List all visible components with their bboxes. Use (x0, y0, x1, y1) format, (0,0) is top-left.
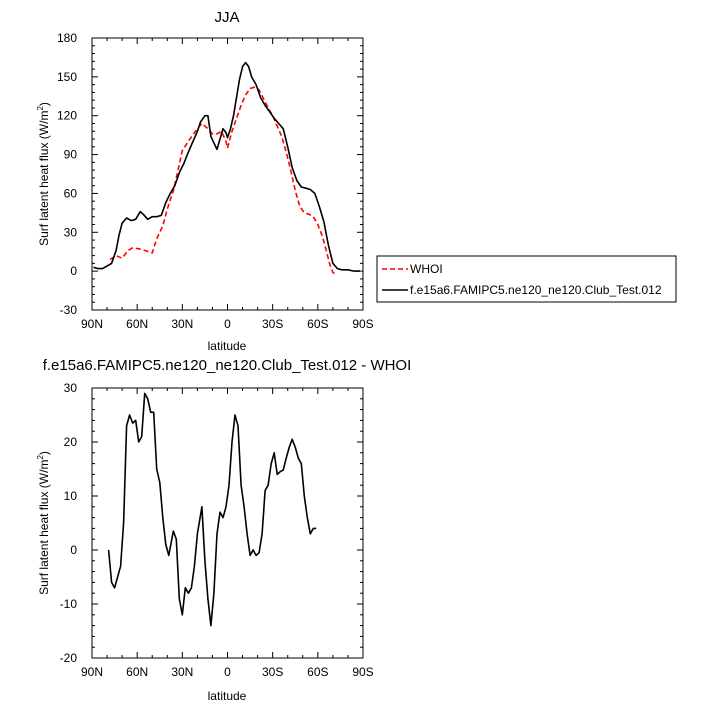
bottom-x-tick-label: 60N (126, 665, 148, 679)
top-x-tick-labels: 90N 60N 30N 0 30S 60S 90S (81, 317, 374, 331)
top-y-tick-label: 30 (64, 225, 78, 239)
bottom-series-line-1 (107, 392, 317, 627)
bottom-y-axis-label: Surf latent heat flux (W/m2) (36, 451, 51, 595)
bottom-x-tick-label: 30S (262, 665, 283, 679)
top-x-tick-label: 90S (352, 317, 373, 331)
bottom-x-tick-label: 0 (224, 665, 231, 679)
bottom-x-tick-label: 60S (307, 665, 328, 679)
top-y-tick-label: 0 (70, 264, 77, 278)
bottom-plot-frame (91, 387, 364, 659)
bottom-series-lines (107, 392, 317, 627)
top-y-tick-label: 120 (57, 109, 77, 123)
top-series-line-1 (109, 86, 335, 275)
top-x-tick-label: 90N (81, 317, 103, 331)
top-x-axis-label: latitude (208, 339, 247, 353)
top-plot-frame (91, 37, 364, 311)
bottom-y-tick-label: -20 (60, 651, 78, 665)
top-series-lines (93, 61, 360, 275)
bottom-x-tick-labels: 90N 60N 30N 0 30S 60S 90S (81, 665, 374, 679)
top-plot-area (91, 37, 364, 311)
top-y-tick-label: 180 (57, 31, 77, 45)
legend-label-whoi: WHOI (410, 262, 443, 276)
top-y-tick-labels: -30 0 30 60 90 120 150 180 (57, 31, 77, 317)
legend-label-model: f.e15a6.FAMIPC5.ne120_ne120.Club_Test.01… (410, 283, 662, 297)
bottom-y-tick-labels: -20 -10 0 10 20 30 (60, 381, 78, 665)
top-title: JJA (214, 9, 239, 26)
top-ticks (91, 37, 364, 311)
bottom-y-tick-label: 0 (70, 543, 77, 557)
top-y-axis-label: Surf latent heat flux (W/m2) (36, 102, 51, 246)
top-x-tick-label: 30N (171, 317, 193, 331)
top-series-line-2 (93, 61, 360, 272)
top-x-tick-label: 30S (262, 317, 283, 331)
top-legend: WHOI f.e15a6.FAMIPC5.ne120_ne120.Club_Te… (376, 255, 677, 303)
legend-box (376, 255, 677, 303)
top-x-tick-label: 60S (307, 317, 328, 331)
bottom-y-tick-label: 30 (64, 381, 78, 395)
bottom-y-tick-label: 20 (64, 435, 78, 449)
top-y-tick-label: 90 (64, 148, 78, 162)
bottom-y-tick-label: -10 (60, 597, 78, 611)
bottom-x-tick-label: 90S (352, 665, 373, 679)
top-y-tick-label: 150 (57, 70, 77, 84)
top-panel: JJA -30 0 30 60 90 120 150 180 90N 60N 30N 0 30S 60S… (36, 9, 677, 353)
bottom-x-tick-label: 90N (81, 665, 103, 679)
top-x-tick-label: 0 (224, 317, 231, 331)
bottom-ticks (91, 387, 364, 659)
bottom-x-axis-label: latitude (208, 689, 247, 703)
bottom-y-tick-label: 10 (64, 489, 78, 503)
top-x-tick-label: 60N (126, 317, 148, 331)
top-y-tick-label: -30 (60, 303, 78, 317)
bottom-title: f.e15a6.FAMIPC5.ne120_ne120.Club_Test.01… (43, 357, 412, 374)
bottom-x-tick-label: 30N (171, 665, 193, 679)
bottom-panel: f.e15a6.FAMIPC5.ne120_ne120.Club_Test.01… (36, 357, 411, 703)
top-y-tick-label: 60 (64, 186, 78, 200)
bottom-plot-area (91, 387, 364, 659)
